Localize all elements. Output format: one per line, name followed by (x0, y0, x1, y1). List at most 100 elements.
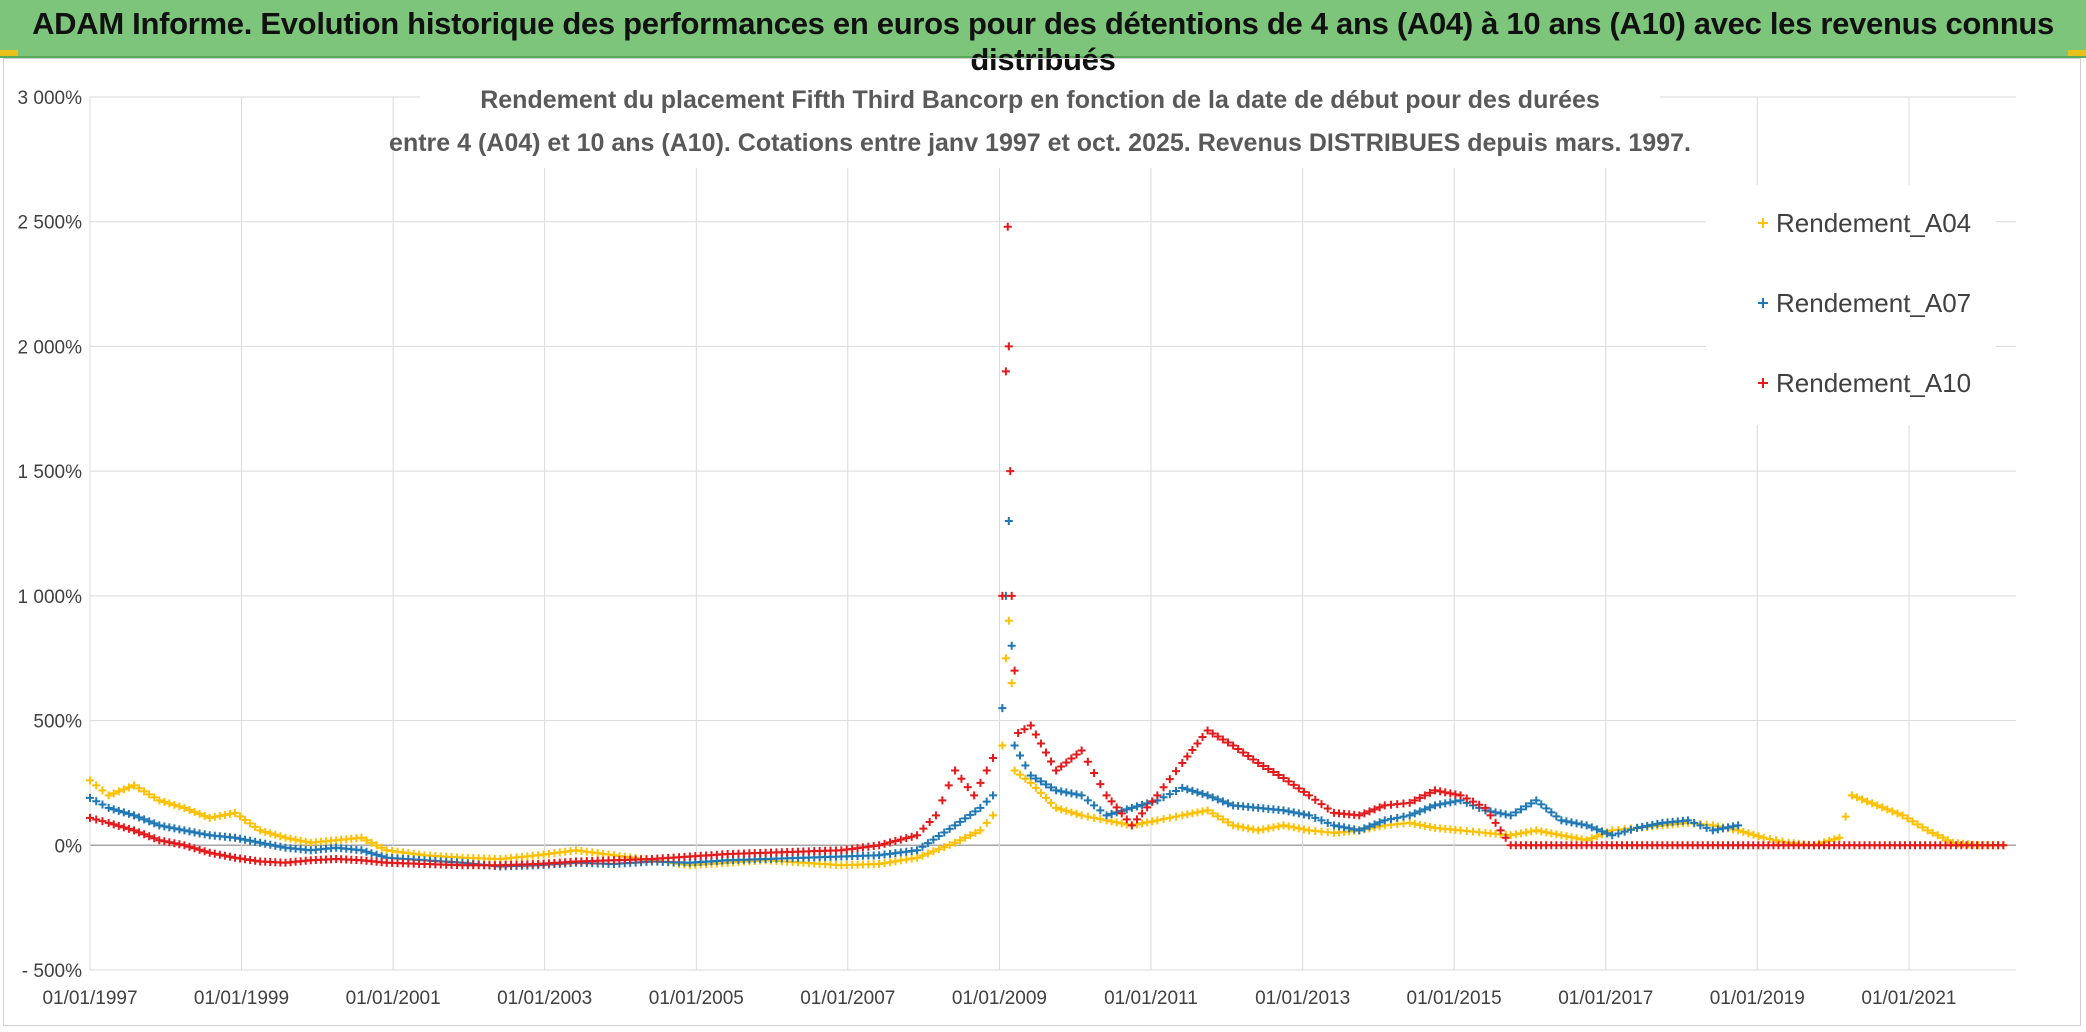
data-point (135, 813, 144, 822)
data-point (190, 844, 199, 853)
data-point (1047, 783, 1056, 792)
data-point (1006, 467, 1015, 476)
data-point (1522, 802, 1531, 811)
data-point (1863, 797, 1872, 806)
data-point (976, 778, 985, 787)
data-point (1527, 799, 1536, 808)
data-point (1198, 789, 1207, 798)
data-point (367, 849, 376, 858)
data-point (372, 850, 381, 859)
data-point (98, 800, 107, 809)
data-point (1847, 791, 1856, 800)
data-point (1999, 841, 2008, 850)
data-point (1041, 780, 1050, 789)
data-point (1229, 741, 1238, 750)
data-point (1193, 788, 1202, 797)
data-point (1913, 820, 1922, 829)
data-point (1754, 832, 1763, 841)
data-point (1468, 797, 1477, 806)
x-tick-label: 01/01/2005 (649, 988, 744, 1009)
data-point (1552, 812, 1561, 821)
data-point (140, 815, 149, 824)
data-point (929, 847, 938, 856)
data-point (1041, 793, 1050, 802)
data-point (1923, 826, 1932, 835)
data-point (1218, 815, 1227, 824)
data-point (1547, 808, 1556, 817)
data-point (1532, 796, 1541, 805)
data-point (1096, 806, 1105, 815)
data-point (92, 797, 101, 806)
data-point (357, 833, 366, 842)
data-point (1883, 805, 1892, 814)
legend-label: Rendement_A07 (1776, 288, 1971, 318)
data-point (1014, 729, 1023, 738)
data-point (1127, 803, 1136, 812)
data-point (902, 834, 911, 843)
data-point (236, 812, 245, 821)
data-point (1021, 761, 1030, 770)
data-point (961, 833, 970, 842)
data-point (1007, 679, 1016, 688)
data-point (1758, 378, 1768, 388)
data-point (1083, 757, 1092, 766)
data-point (1159, 793, 1168, 802)
data-point (92, 781, 101, 790)
data-point (1208, 729, 1217, 738)
data-point (966, 831, 975, 840)
data-point (1928, 828, 1937, 837)
data-point (940, 843, 949, 852)
y-axis-ticks: - 500% 0% 500% 1 000% 1 500% 2 000% 2 500% 3 00… (18, 88, 83, 982)
data-point (1269, 767, 1278, 776)
data-point (1016, 770, 1025, 779)
data-point (982, 766, 991, 775)
data-point (1294, 784, 1303, 793)
data-point (1072, 809, 1081, 818)
data-point (124, 783, 133, 792)
data-point (1279, 773, 1288, 782)
data-point (1153, 816, 1162, 825)
data-point (971, 807, 980, 816)
y-tick-label: 1 500% (18, 462, 83, 483)
data-point (271, 830, 280, 839)
data-points (86, 222, 2008, 871)
y-tick-label: 0% (55, 836, 83, 857)
data-point (1387, 815, 1396, 824)
data-point (1057, 762, 1066, 771)
data-point (1696, 821, 1705, 830)
data-point (1491, 818, 1500, 827)
data-point (1399, 812, 1408, 821)
data-point (1127, 821, 1136, 830)
data-point (1873, 801, 1882, 810)
data-point (1264, 764, 1273, 773)
data-point (1289, 780, 1298, 789)
data-point (1739, 827, 1748, 836)
data-point (135, 784, 144, 793)
report-banner: ADAM Informe. Evolution historique des p… (0, 0, 2086, 77)
data-point (185, 842, 194, 851)
data-point (1203, 791, 1212, 800)
data-point (1506, 811, 1515, 820)
series-rendement-a10 (86, 222, 2008, 870)
data-point (1004, 616, 1013, 625)
data-point (1067, 808, 1076, 817)
data-point (104, 791, 113, 800)
data-point (1067, 754, 1076, 763)
banner-corner-left (0, 50, 18, 56)
data-point (86, 813, 94, 822)
data-point (145, 832, 154, 841)
data-point (1305, 791, 1314, 800)
data-point (1036, 739, 1045, 748)
data-point (1172, 787, 1181, 796)
y-tick-label: 500% (33, 712, 82, 733)
data-point (1598, 827, 1606, 836)
data-point (1203, 806, 1212, 815)
data-point (923, 849, 932, 858)
data-point (1475, 800, 1484, 809)
data-point (114, 787, 123, 796)
data-point (1481, 803, 1490, 812)
data-point (998, 704, 1007, 713)
data-point (1734, 821, 1743, 830)
data-point (1072, 750, 1081, 759)
data-point (1299, 787, 1308, 796)
